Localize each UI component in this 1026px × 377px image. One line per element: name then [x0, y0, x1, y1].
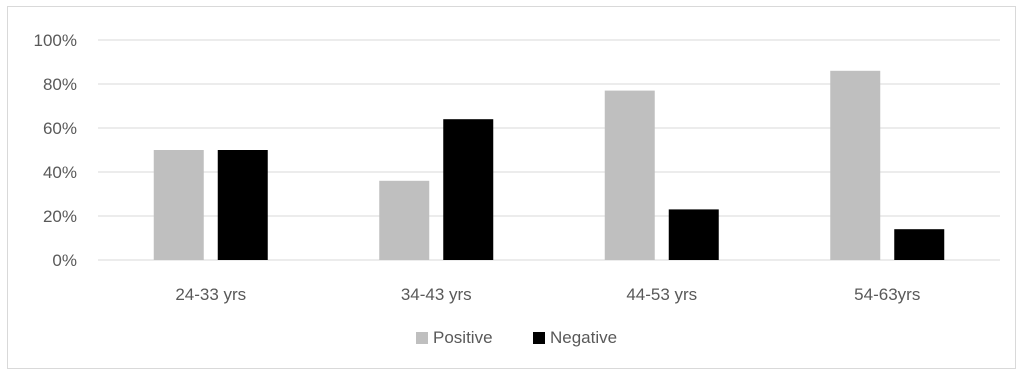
category-label: 54-63yrs: [854, 285, 920, 304]
legend-label-negative: Negative: [550, 328, 617, 347]
y-tick-label: 60%: [43, 119, 77, 138]
bar-positive-3: [604, 90, 655, 260]
legend-label-positive: Positive: [433, 328, 493, 347]
legend-swatch-positive: [416, 332, 428, 344]
bar-negative-1: [217, 150, 268, 260]
bar-negative-3: [668, 209, 719, 260]
category-label: 24-33 yrs: [175, 285, 246, 304]
category-label: 34-43 yrs: [401, 285, 472, 304]
bars: [153, 70, 945, 260]
category-label: 44-53 yrs: [626, 285, 697, 304]
bar-negative-4: [894, 229, 945, 260]
x-axis-category-labels: 24-33 yrs 34-43 yrs 44-53 yrs 54-63yrs: [175, 285, 920, 304]
y-tick-label: 20%: [43, 207, 77, 226]
legend: Positive Negative: [416, 328, 617, 347]
bar-positive-4: [830, 70, 881, 260]
y-tick-label: 80%: [43, 75, 77, 94]
y-tick-label: 40%: [43, 163, 77, 182]
y-tick-label: 0%: [52, 251, 77, 270]
bar-positive-1: [153, 150, 204, 260]
legend-swatch-negative: [533, 332, 545, 344]
y-axis-tick-labels: 0% 20% 40% 60% 80% 100%: [34, 31, 77, 270]
y-tick-label: 100%: [34, 31, 77, 50]
bar-negative-2: [443, 119, 494, 260]
bar-positive-2: [379, 180, 430, 260]
